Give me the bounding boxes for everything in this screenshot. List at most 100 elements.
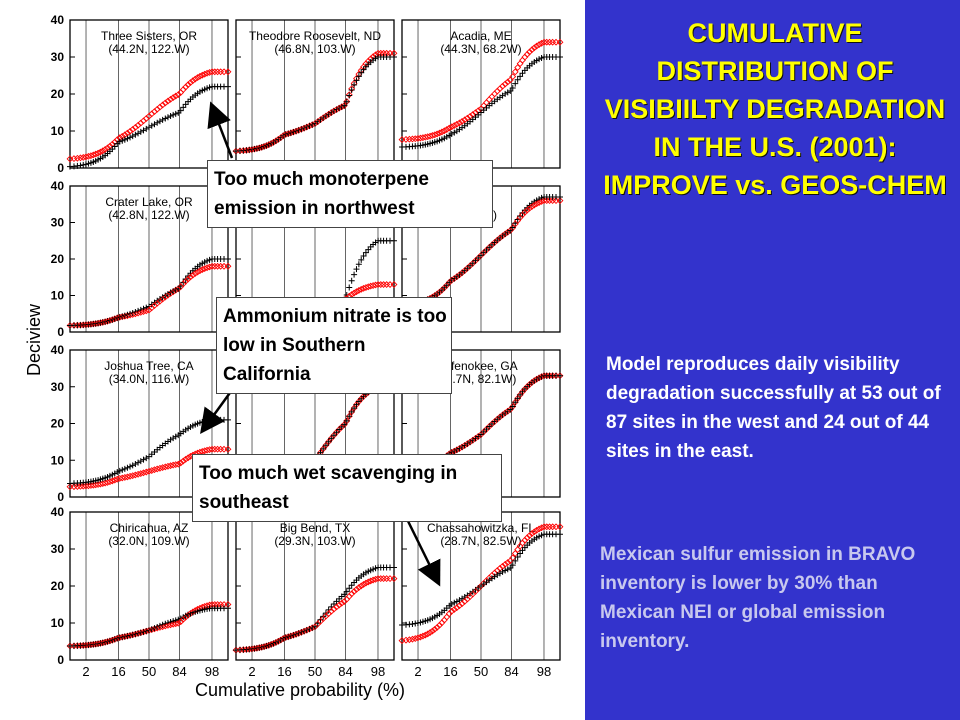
model-point [182, 83, 190, 91]
observed-point [206, 84, 213, 91]
observed-point [391, 564, 397, 571]
model-point [374, 281, 382, 288]
model-point [533, 200, 541, 208]
observed-point [360, 253, 367, 260]
observed-point [456, 597, 463, 604]
observed-point [77, 162, 84, 169]
model-point [369, 576, 377, 584]
model-point [191, 75, 199, 83]
observed-point [80, 161, 87, 168]
model-point [179, 457, 187, 465]
station-coords: (28.7N, 82.5W) [440, 534, 521, 548]
model-point [501, 80, 509, 88]
observed-point [358, 256, 365, 263]
observed-point [301, 125, 308, 132]
observed-point [557, 531, 563, 538]
model-point [161, 293, 169, 301]
observed-point [124, 135, 131, 142]
observed-point [119, 466, 126, 473]
model-point [530, 201, 538, 209]
model-point [528, 46, 536, 54]
model-point [179, 615, 187, 623]
observed-point [372, 565, 379, 572]
model-point [556, 197, 564, 205]
observed-point [502, 567, 509, 574]
model-point [174, 619, 182, 627]
observed-point [514, 76, 521, 83]
model-point [556, 38, 564, 46]
model-point [201, 265, 209, 273]
model-point [353, 585, 360, 593]
observed-point [225, 256, 231, 262]
observed-point [353, 401, 360, 408]
model-point [211, 262, 219, 270]
model-point [461, 116, 469, 124]
y-tick-label: 40 [51, 505, 65, 519]
observed-point [348, 86, 355, 93]
model-point [196, 267, 204, 275]
model-point [159, 101, 167, 109]
model-point [455, 119, 463, 127]
observed-point [557, 372, 563, 379]
observed-point [303, 627, 310, 634]
model-point [189, 271, 197, 279]
observed-point [298, 629, 305, 636]
model-point [198, 71, 206, 79]
observed-point [330, 601, 337, 608]
model-point [450, 122, 458, 130]
model-point [521, 536, 529, 544]
x-tick-label: 2 [82, 664, 89, 679]
model-point [417, 633, 424, 641]
model-point [82, 153, 90, 161]
model-point [156, 103, 164, 111]
observed-point [164, 114, 171, 121]
model-point [134, 121, 142, 129]
model-point [142, 468, 150, 476]
observed-point [453, 598, 460, 605]
model-point [73, 154, 81, 162]
observed-point [333, 598, 340, 605]
observed-point [538, 373, 545, 380]
observed-point [499, 568, 506, 575]
model-point [436, 129, 443, 137]
model-point [362, 579, 370, 587]
model-point [419, 632, 427, 640]
observed-point [135, 630, 142, 637]
x-tick-label: 2 [414, 664, 421, 679]
model-point [172, 92, 180, 100]
model-point [526, 532, 534, 539]
y-tick-label: 30 [51, 216, 65, 230]
model-point [194, 268, 202, 276]
model-point [360, 284, 368, 292]
callout-ammonium-nitrate: Ammonium nitrate is too low in Southern … [216, 297, 452, 394]
y-tick-label: 0 [57, 490, 64, 504]
model-point [556, 523, 564, 531]
model-point [436, 621, 443, 629]
observed-point [172, 286, 179, 293]
observed-point [132, 308, 139, 315]
station-coords: (29.3N, 103.W) [274, 534, 355, 548]
observed-point [557, 193, 563, 200]
panel: 0 10 20 30 40 2 16 50 84 98 Chiricahua, AZ(32.0N, … [51, 505, 232, 679]
station-name: Big Bend, TX [280, 521, 351, 535]
model-point [70, 155, 78, 163]
observed-point [348, 408, 355, 415]
model-point [151, 302, 158, 309]
model-point [350, 289, 358, 297]
observed-point [451, 599, 458, 606]
model-point [533, 42, 541, 50]
observed-point [509, 403, 516, 410]
model-point [357, 285, 365, 293]
x-tick-label: 98 [371, 664, 385, 679]
model-point [509, 73, 517, 81]
model-point [540, 197, 548, 205]
observed-point [322, 442, 329, 449]
observed-point [137, 458, 144, 465]
model-point [530, 44, 538, 52]
station-name: efenokee, GA [444, 359, 517, 373]
observed-point [448, 600, 455, 607]
observed-point [346, 284, 353, 291]
model-point [511, 550, 519, 557]
model-point [364, 578, 372, 586]
y-tick-label: 0 [57, 325, 64, 339]
